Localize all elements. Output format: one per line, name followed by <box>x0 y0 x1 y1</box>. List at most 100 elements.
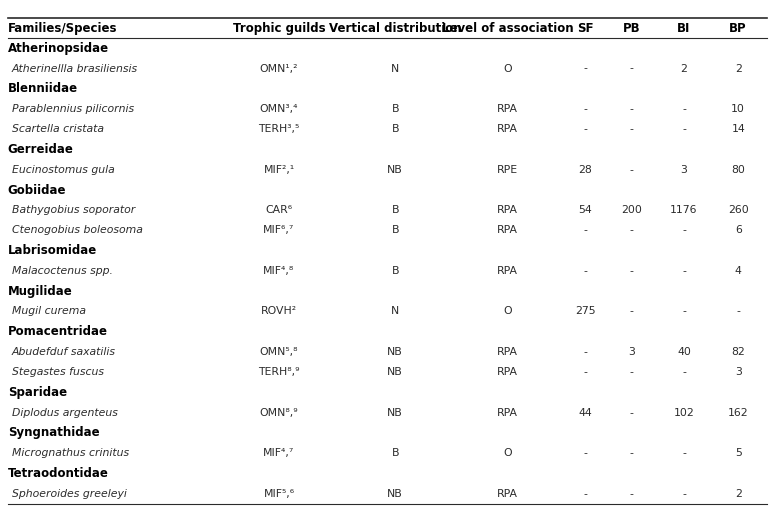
Text: Parablennius pilicornis: Parablennius pilicornis <box>12 104 134 114</box>
Text: MIF⁵,⁶: MIF⁵,⁶ <box>264 489 294 499</box>
Text: Blenniidae: Blenniidae <box>8 82 78 95</box>
Text: NB: NB <box>388 408 403 418</box>
Text: RPA: RPA <box>497 205 518 215</box>
Text: NB: NB <box>388 367 403 377</box>
Text: 260: 260 <box>728 205 749 215</box>
Text: Diplodus argenteus: Diplodus argenteus <box>12 408 118 418</box>
Text: 6: 6 <box>735 226 742 235</box>
Text: BP: BP <box>729 22 747 34</box>
Text: Abudefduf saxatilis: Abudefduf saxatilis <box>12 347 115 357</box>
Text: MIF⁶,⁷: MIF⁶,⁷ <box>264 226 294 235</box>
Text: RPA: RPA <box>497 226 518 235</box>
Text: Mugilidae: Mugilidae <box>8 285 73 298</box>
Text: -: - <box>682 489 686 499</box>
Text: -: - <box>629 408 634 418</box>
Text: B: B <box>391 124 399 134</box>
Text: 2: 2 <box>735 489 742 499</box>
Text: Ctenogobius boleosoma: Ctenogobius boleosoma <box>12 226 143 235</box>
Text: Gerreidae: Gerreidae <box>8 143 74 156</box>
Text: -: - <box>583 448 587 458</box>
Text: NB: NB <box>388 489 403 499</box>
Text: RPE: RPE <box>497 165 518 175</box>
Text: -: - <box>736 306 740 317</box>
Text: BI: BI <box>677 22 691 34</box>
Text: MIF²,¹: MIF²,¹ <box>264 165 294 175</box>
Text: -: - <box>629 306 634 317</box>
Text: TERH⁸,⁹: TERH⁸,⁹ <box>258 367 300 377</box>
Text: -: - <box>682 124 686 134</box>
Text: -: - <box>583 489 587 499</box>
Text: -: - <box>629 226 634 235</box>
Text: Malacoctenus spp.: Malacoctenus spp. <box>12 266 112 276</box>
Text: 200: 200 <box>622 205 642 215</box>
Text: -: - <box>629 448 634 458</box>
Text: -: - <box>682 266 686 276</box>
Text: 54: 54 <box>578 205 592 215</box>
Text: N: N <box>391 64 399 73</box>
Text: Sphoeroides greeleyi: Sphoeroides greeleyi <box>12 489 126 499</box>
Text: -: - <box>682 226 686 235</box>
Text: B: B <box>391 226 399 235</box>
Text: 2: 2 <box>735 64 742 73</box>
Text: 3: 3 <box>629 347 635 357</box>
Text: B: B <box>391 205 399 215</box>
Text: O: O <box>503 64 512 73</box>
Text: Level of association: Level of association <box>442 22 574 34</box>
Text: 162: 162 <box>728 408 749 418</box>
Text: 40: 40 <box>677 347 691 357</box>
Text: Trophic guilds: Trophic guilds <box>232 22 326 34</box>
Text: 5: 5 <box>735 448 742 458</box>
Text: Stegastes fuscus: Stegastes fuscus <box>12 367 104 377</box>
Text: -: - <box>583 347 587 357</box>
Text: Tetraodontidae: Tetraodontidae <box>8 467 108 480</box>
Text: OMN¹,²: OMN¹,² <box>260 64 298 73</box>
Text: Gobiidae: Gobiidae <box>8 184 66 196</box>
Text: Labrisomidae: Labrisomidae <box>8 244 97 257</box>
Text: -: - <box>682 367 686 377</box>
Text: -: - <box>629 489 634 499</box>
Text: RPA: RPA <box>497 347 518 357</box>
Text: PB: PB <box>623 22 640 34</box>
Text: NB: NB <box>388 347 403 357</box>
Text: -: - <box>629 266 634 276</box>
Text: -: - <box>583 226 587 235</box>
Text: -: - <box>629 124 634 134</box>
Text: 10: 10 <box>732 104 745 114</box>
Text: RPA: RPA <box>497 124 518 134</box>
Text: OMN³,⁴: OMN³,⁴ <box>260 104 298 114</box>
Text: Micrognathus crinitus: Micrognathus crinitus <box>12 448 129 458</box>
Text: -: - <box>583 64 587 73</box>
Text: Syngnathidae: Syngnathidae <box>8 426 99 440</box>
Text: 2: 2 <box>680 64 687 73</box>
Text: B: B <box>391 448 399 458</box>
Text: OMN⁸,⁹: OMN⁸,⁹ <box>260 408 298 418</box>
Text: Atherinellla brasiliensis: Atherinellla brasiliensis <box>12 64 138 73</box>
Text: 3: 3 <box>735 367 742 377</box>
Text: RPA: RPA <box>497 104 518 114</box>
Text: 3: 3 <box>680 165 687 175</box>
Text: -: - <box>583 124 587 134</box>
Text: B: B <box>391 104 399 114</box>
Text: Sparidae: Sparidae <box>8 386 67 399</box>
Text: -: - <box>629 64 634 73</box>
Text: -: - <box>629 367 634 377</box>
Text: -: - <box>583 104 587 114</box>
Text: O: O <box>503 306 512 317</box>
Text: -: - <box>583 266 587 276</box>
Text: RPA: RPA <box>497 408 518 418</box>
Text: B: B <box>391 266 399 276</box>
Text: -: - <box>629 165 634 175</box>
Text: NB: NB <box>388 165 403 175</box>
Text: RPA: RPA <box>497 367 518 377</box>
Text: OMN⁵,⁸: OMN⁵,⁸ <box>260 347 298 357</box>
Text: Bathygobius soporator: Bathygobius soporator <box>12 205 135 215</box>
Text: -: - <box>682 306 686 317</box>
Text: -: - <box>682 448 686 458</box>
Text: Pomacentridae: Pomacentridae <box>8 325 108 338</box>
Text: Scartella cristata: Scartella cristata <box>12 124 104 134</box>
Text: -: - <box>682 104 686 114</box>
Text: Eucinostomus gula: Eucinostomus gula <box>12 165 115 175</box>
Text: SF: SF <box>577 22 594 34</box>
Text: N: N <box>391 306 399 317</box>
Text: RPA: RPA <box>497 489 518 499</box>
